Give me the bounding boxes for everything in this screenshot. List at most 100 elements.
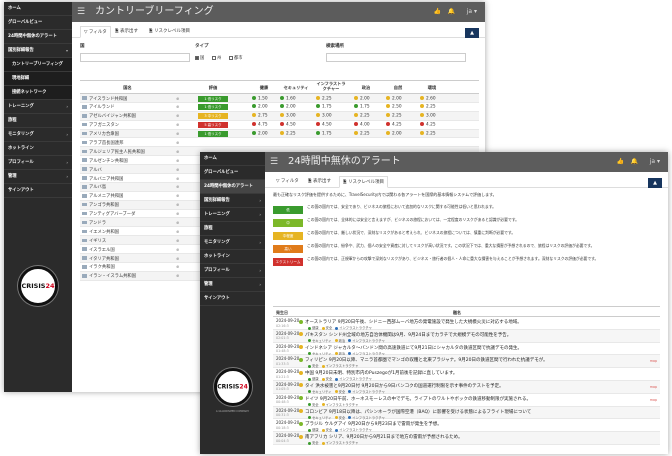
type-city-checkbox[interactable]: 都市 <box>229 55 243 61</box>
table-row[interactable]: アフガニスタン ⊕ 5 高リスク 4.75 4.50 4.50 4.00 4.25 4.25 <box>80 121 479 130</box>
country-name[interactable]: アルバ島 <box>82 184 106 190</box>
info-icon[interactable]: ⊕ <box>176 175 180 181</box>
info-icon[interactable]: ⊕ <box>176 104 180 110</box>
country-name[interactable]: アメリカ合衆国 <box>82 131 119 137</box>
sidebar-item[interactable]: ホットライン <box>200 250 265 264</box>
collapse-button[interactable]: ▲ <box>648 178 662 188</box>
sidebar-item[interactable]: 管理 › <box>200 278 265 292</box>
sidebar-item[interactable]: ホーム <box>200 152 265 166</box>
sidebar-item[interactable]: モニタリング › <box>4 128 72 142</box>
info-icon[interactable]: ⊕ <box>176 211 180 217</box>
alert-title[interactable]: 中国 9月20日未明、特別市内のPuszegoが1月前後を記録に直しています。 <box>299 370 457 376</box>
country-name[interactable]: アフガニスタン <box>82 122 119 128</box>
info-icon[interactable]: ⊕ <box>176 113 180 119</box>
country-name[interactable]: イタリア共和国 <box>82 256 119 262</box>
info-icon[interactable]: ⊕ <box>176 228 180 234</box>
sidebar-item[interactable]: プロフィール › <box>200 264 265 278</box>
menu-icon[interactable]: ☰ <box>77 7 86 17</box>
country-name[interactable]: イギリス <box>82 238 106 244</box>
alert-row[interactable]: 2024-09-20 02:16:3 オーストラリア 9月20日午後、シドニー西部ム… <box>273 317 660 330</box>
alert-row[interactable]: 2024-09-20 00:18:3 ブラジル ウルグアイ 9月20日から9月23日… <box>273 419 660 432</box>
alert-row[interactable]: 2024-09-20 01:05:3 タイ 洪水被害と9月20日付 9月20日から9… <box>273 380 660 394</box>
info-icon[interactable]: ⊕ <box>176 184 180 190</box>
info-icon[interactable]: ⊕ <box>176 202 180 208</box>
tab-risk-level[interactable]: 🗎 リスクレベル項目 <box>149 29 191 34</box>
alert-title[interactable]: フィリピン 9月20日以降、マニラ首都圏でマンゴの収穫と北東ブラジャナ。9月20… <box>299 357 548 363</box>
country-name[interactable]: イエメン共和国 <box>82 229 119 235</box>
info-icon[interactable]: ⊕ <box>176 166 180 172</box>
search-location-input[interactable] <box>326 53 466 62</box>
table-row[interactable]: アイスランド共和国 ⊕ 1 低リスク 1.50 1.60 2.25 2.00 2.00 2.60 <box>80 94 479 103</box>
sidebar-item[interactable]: カントリーブリーフィング <box>4 58 72 72</box>
sidebar-item[interactable]: 現地詳細 <box>4 72 72 86</box>
alert-title[interactable]: コロンビア 9月18日以降は、パシンネーラが国際空港（BAQ）に影響を受ける状態… <box>299 409 531 415</box>
info-icon[interactable]: ⊕ <box>176 273 180 279</box>
alert-title[interactable]: タイ 洪水被害と9月20日付 9月20日から9日バンコクの国道運行制限を示す事件… <box>299 383 504 389</box>
country-name[interactable]: アンゴラ共和国 <box>82 202 119 208</box>
tab-filter[interactable]: ▽ フィルタ <box>276 179 299 184</box>
bell-icon[interactable]: 🔔 <box>630 158 638 165</box>
tab-filter[interactable]: ▽ フィルタ <box>80 26 111 38</box>
country-name[interactable]: アイルランド <box>82 104 115 110</box>
country-name[interactable]: アルジェリア民主人民共和国 <box>82 149 145 155</box>
sidebar-item[interactable]: 接続ネットワーク <box>4 86 72 100</box>
alert-title[interactable]: オーストラリア 9月20日午後、シドニー西部ムーバ地方の発電施設で発生した大規模… <box>299 319 522 325</box>
sidebar-item[interactable]: 国別詳細報告 ▾ <box>4 44 72 58</box>
info-icon[interactable]: ⊕ <box>176 122 180 128</box>
country-name[interactable]: アンドラ <box>82 220 106 226</box>
alert-title[interactable]: ドイツ 9月20日午前、ホーネスモーレスの中でデモ。ライプトのワルトやボックの鉄… <box>299 396 531 402</box>
info-icon[interactable]: ⊕ <box>176 246 180 252</box>
country-name[interactable]: アイスランド共和国 <box>82 96 127 102</box>
alert-row[interactable]: 2024-09-20 01:33:3 フィリピン 9月20日以降、マニラ首都圏でマン… <box>273 355 660 368</box>
sidebar-item[interactable]: トレーニング › <box>4 100 72 114</box>
table-row[interactable]: アゼルバイジャン共和国 ⊕ 3 中リスク 2.75 3.00 3.00 2.25 2.25 3.… <box>80 111 479 121</box>
sidebar-item[interactable]: グローバルビュー <box>4 16 72 30</box>
alert-row[interactable]: 2024-09-20 00:31:3 コロンビア 9月18日以降は、パシンネーラが国… <box>273 406 660 420</box>
sidebar-item[interactable]: サインアウト <box>200 292 265 306</box>
country-filter-input[interactable] <box>80 53 190 62</box>
tab-display[interactable]: 🗎 表示出す <box>115 29 139 34</box>
country-name[interactable]: アルバニア共和国 <box>82 176 123 182</box>
country-name[interactable]: イスラエル国 <box>82 247 115 253</box>
alert-title[interactable]: パキスタン シンド州全域の地方自治体機関は9月、9月24日までカラチで大規模デモ… <box>299 332 511 338</box>
sidebar-item[interactable]: 国別詳細報告 › <box>200 194 265 208</box>
info-icon[interactable]: ⊕ <box>176 237 180 243</box>
type-country-checkbox[interactable]: 国 <box>195 55 204 61</box>
thumbs-up-icon[interactable]: 👍 <box>616 158 624 165</box>
language-select[interactable]: ja ▾ <box>649 158 660 165</box>
language-select[interactable]: ja ▾ <box>466 8 477 15</box>
tab-display[interactable]: 🗎 表示出す <box>308 179 332 184</box>
alert-row[interactable]: 2024-09-20 01:21:3 中国 9月20日未明、特別市内のPuszego… <box>273 368 660 381</box>
sidebar-item[interactable]: 24時間中無休のアラート <box>200 180 265 194</box>
alert-row[interactable]: 2024-09-20 02:01:3 パキスタン シンド州全域の地方自治体機関は9月… <box>273 329 660 343</box>
map-link[interactable]: map <box>649 359 657 364</box>
country-name[interactable]: アラブ首長国連邦 <box>82 140 123 146</box>
alert-title[interactable]: インドネシア ジャカルタ～バンドン間の高速鉄道にて9月21日にシャカルタの鉄道区… <box>299 345 522 351</box>
type-state-checkbox[interactable]: 州 <box>212 55 221 61</box>
country-name[interactable]: イラク共和国 <box>82 264 115 270</box>
sidebar-item[interactable]: 旅程 <box>4 114 72 128</box>
table-row[interactable]: アメリカ合衆国 ⊕ 1 低リスク 2.00 2.25 1.75 2.25 2.00 2.25 <box>80 129 479 139</box>
country-name[interactable]: アゼルバイジャン共和国 <box>82 113 136 119</box>
info-icon[interactable]: ⊕ <box>176 148 180 154</box>
info-icon[interactable]: ⊕ <box>176 95 180 101</box>
alert-row[interactable]: 2024-09-20 00:04:3 南アフリカ シリア、9月20日から9月21日ま… <box>273 432 660 445</box>
alert-row[interactable]: 2024-09-20 00:48:3 ドイツ 9月20日午前、ホーネスモーレスの中で… <box>273 394 660 407</box>
sidebar-item[interactable]: ホーム <box>4 2 72 16</box>
country-name[interactable]: アンティグアバーブーダ <box>82 211 135 217</box>
alert-title[interactable]: ブラジル ウルグアイ 9月20日から9月23日まで雷雨が発生を予想。 <box>299 421 442 427</box>
info-icon[interactable]: ⊕ <box>176 157 180 163</box>
sidebar-item[interactable]: 旅程 <box>200 222 265 236</box>
menu-icon[interactable]: ☰ <box>270 157 279 167</box>
info-icon[interactable]: ⊕ <box>176 193 180 199</box>
info-icon[interactable]: ⊕ <box>176 131 180 137</box>
info-icon[interactable]: ⊕ <box>176 139 180 145</box>
alert-title[interactable]: 南アフリカ シリア、9月20日から9月21日まで地方の雷雨が予想されるため。 <box>299 434 463 440</box>
alert-row[interactable]: 2024-09-20 01:48:3 インドネシア ジャカルタ～バンドン間の高速鉄道… <box>273 343 660 356</box>
map-link[interactable]: map <box>649 384 657 389</box>
map-link[interactable]: map <box>649 397 657 402</box>
sidebar-item[interactable]: 管理 › <box>4 170 72 184</box>
country-name[interactable]: アルゼンチン共和国 <box>82 158 128 164</box>
sidebar-item[interactable]: プロフィール › <box>4 156 72 170</box>
sidebar-item[interactable]: グローバルビュー <box>200 166 265 180</box>
